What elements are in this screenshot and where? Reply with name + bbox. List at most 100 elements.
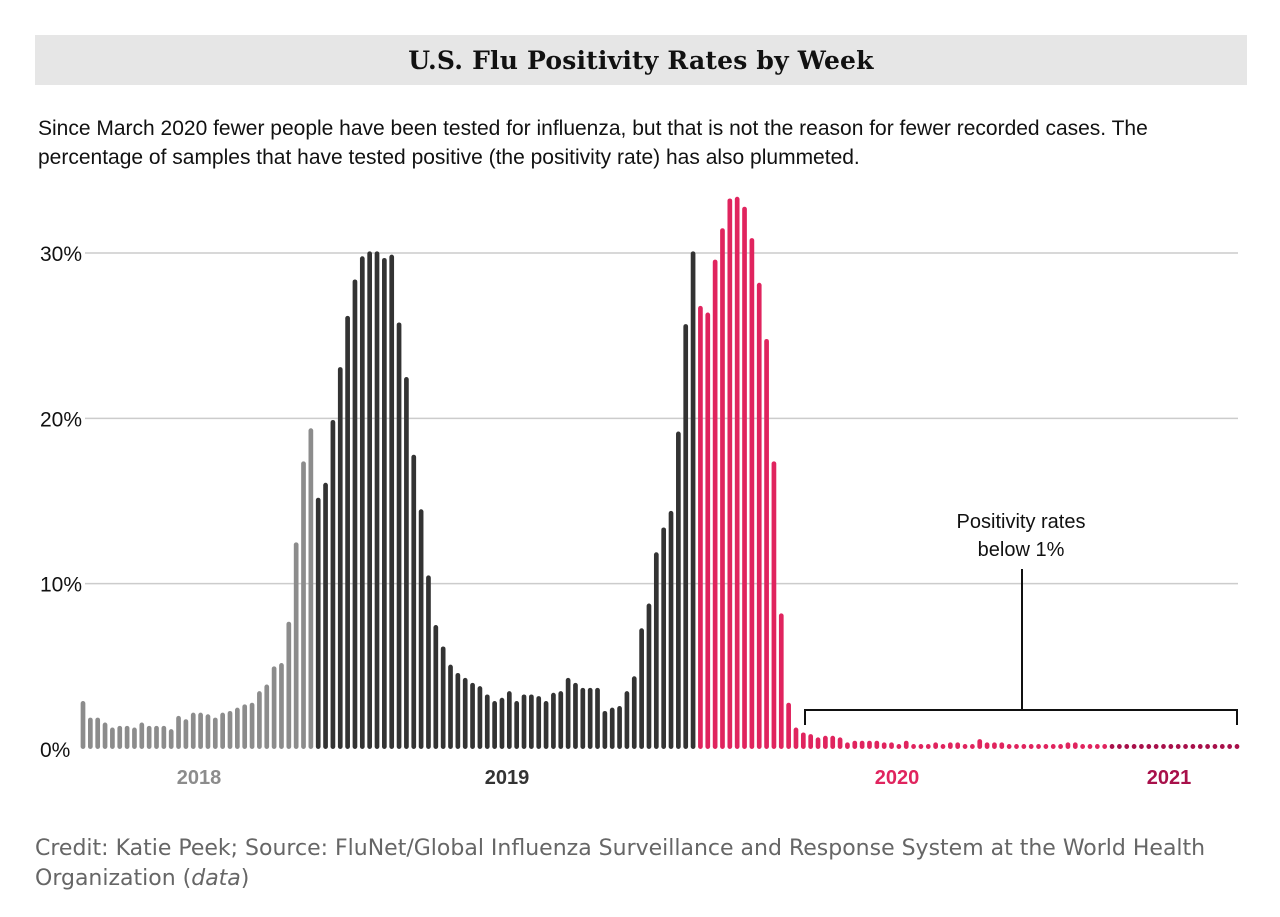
bar xyxy=(455,672,461,749)
x-year-label: 2021 xyxy=(1147,767,1192,789)
bar xyxy=(257,691,262,749)
bar xyxy=(918,744,924,749)
bar xyxy=(911,744,916,749)
bar xyxy=(88,717,93,749)
bar xyxy=(183,719,189,749)
credit-line: Credit: Katie Peek; Source: FluNet/Globa… xyxy=(35,834,1245,894)
bar xyxy=(1014,744,1019,749)
annotation-bracket xyxy=(804,569,1238,725)
bar xyxy=(992,742,997,749)
bar xyxy=(815,737,821,749)
x-axis-year-labels: 2018 2019 2020 2021 xyxy=(177,767,1192,789)
bar xyxy=(359,256,365,749)
bar xyxy=(573,682,578,749)
bar xyxy=(1212,744,1218,749)
annotation-label-line1: Positivity rates xyxy=(957,511,1086,533)
bar xyxy=(176,715,181,749)
bar xyxy=(1021,744,1027,749)
bar xyxy=(1124,744,1130,749)
bar xyxy=(543,701,549,749)
bar xyxy=(521,694,527,749)
bar xyxy=(668,510,674,749)
bar xyxy=(389,254,395,749)
bar xyxy=(536,696,542,749)
bar xyxy=(1080,744,1085,749)
bar xyxy=(1197,744,1203,749)
bar xyxy=(742,206,747,749)
bar xyxy=(1072,742,1078,749)
bar xyxy=(602,710,608,749)
bar xyxy=(1219,744,1225,749)
bar xyxy=(874,740,880,749)
bar xyxy=(631,676,637,749)
y-tick-label: 20% xyxy=(40,408,82,431)
bar xyxy=(146,725,152,749)
bar xyxy=(756,282,762,749)
bar xyxy=(676,431,681,749)
flu-positivity-chart: 0% 10% 20% 30% 2018 2019 2020 2021 Positivity … xyxy=(40,196,1240,789)
bar xyxy=(639,628,644,749)
bar xyxy=(999,742,1005,749)
bar xyxy=(734,196,740,750)
bar xyxy=(1036,744,1041,749)
bar xyxy=(337,367,343,749)
bar xyxy=(712,259,718,749)
bar xyxy=(80,701,86,749)
data-link[interactable]: data xyxy=(191,866,241,891)
bar xyxy=(1131,744,1137,749)
bar xyxy=(124,725,130,749)
bar xyxy=(1094,744,1100,749)
bar xyxy=(1139,744,1144,749)
bar xyxy=(683,324,689,749)
bar xyxy=(653,552,659,749)
bar xyxy=(1102,744,1108,749)
bar xyxy=(477,686,483,749)
bar xyxy=(1234,744,1240,749)
bar xyxy=(896,744,902,749)
bar xyxy=(279,663,284,749)
y-axis-labels: 0% 10% 20% 30% xyxy=(40,243,82,762)
bar xyxy=(330,419,336,749)
bar xyxy=(110,727,115,749)
bar xyxy=(764,338,769,749)
bar xyxy=(323,482,328,749)
bar xyxy=(1146,744,1152,749)
bar xyxy=(308,428,314,749)
bar xyxy=(793,727,799,749)
chart-subtitle: Since March 2020 fewer people have been … xyxy=(38,117,1148,169)
bar xyxy=(720,228,725,749)
y-tick-label: 30% xyxy=(40,243,82,266)
bar xyxy=(698,305,703,749)
bar xyxy=(418,509,424,749)
bar xyxy=(580,687,586,749)
bar xyxy=(499,697,505,749)
bar xyxy=(984,742,990,749)
bar xyxy=(1065,742,1071,749)
y-tick-label: 10% xyxy=(40,574,82,597)
bar xyxy=(837,737,843,749)
credit-text: Credit: Katie Peek; Source: FluNet/Globa… xyxy=(35,836,1206,891)
bar xyxy=(1183,744,1188,749)
bar xyxy=(771,461,777,749)
bar xyxy=(315,497,321,749)
bar xyxy=(1153,744,1159,749)
bar xyxy=(484,694,490,749)
bar xyxy=(1006,744,1012,749)
bar xyxy=(367,251,373,749)
bar xyxy=(212,717,218,749)
bar xyxy=(852,740,858,749)
x-year-label: 2019 xyxy=(485,767,530,789)
bars xyxy=(80,196,1240,750)
bar xyxy=(426,575,431,749)
annotation: Positivity rates below 1% xyxy=(804,511,1238,725)
bar xyxy=(1175,744,1181,749)
bar xyxy=(1117,744,1122,749)
bar xyxy=(352,279,358,749)
bar xyxy=(1227,744,1232,749)
bar xyxy=(1205,744,1210,749)
bar xyxy=(940,744,946,749)
bar xyxy=(286,621,292,749)
bar xyxy=(705,312,711,749)
bar xyxy=(161,725,167,749)
bar xyxy=(514,701,520,749)
